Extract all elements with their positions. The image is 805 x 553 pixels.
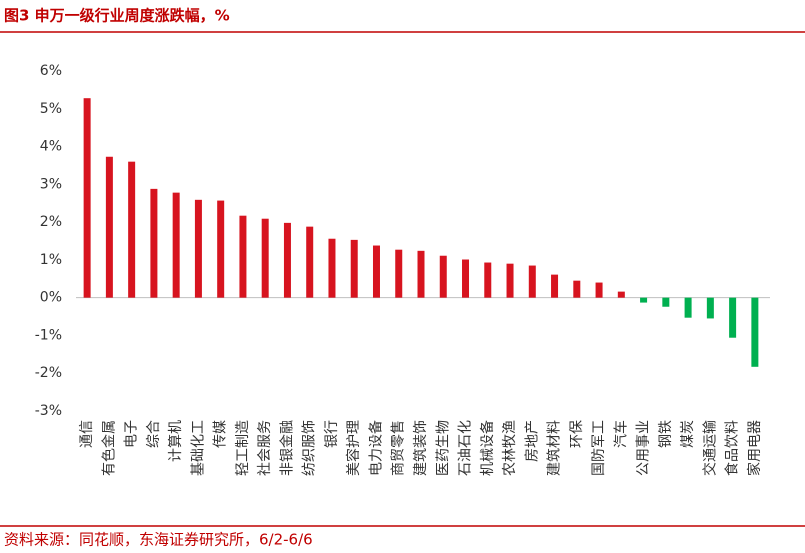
y-tick-label: 2%: [40, 214, 62, 230]
x-tick-label: 电子: [124, 420, 140, 448]
x-tick-label: 纺织服饰: [302, 420, 318, 476]
x-tick-label: 通信: [79, 420, 95, 448]
bar: [506, 263, 514, 298]
x-tick-label: 房地产: [524, 420, 540, 462]
bar: [128, 161, 136, 298]
bar: [306, 226, 314, 298]
bar: [150, 188, 158, 298]
bar: [751, 297, 759, 367]
x-tick-label: 钢铁: [658, 420, 674, 448]
bar: [261, 218, 269, 298]
bar: [573, 280, 581, 298]
bar: [729, 297, 737, 338]
bar: [328, 238, 336, 298]
bar: [528, 265, 536, 298]
x-tick-label: 国防军工: [591, 420, 607, 476]
x-tick-label: 家用电器: [746, 420, 763, 476]
x-tick-label: 商贸零售: [391, 420, 407, 476]
bar: [83, 98, 91, 298]
bar: [217, 200, 225, 298]
bar: [395, 249, 403, 298]
x-tick-label: 煤炭: [680, 420, 696, 448]
x-tick-label: 计算机: [168, 420, 184, 462]
x-tick-label: 环保: [569, 420, 585, 448]
x-tick-label: 美容护理: [345, 420, 362, 476]
bar: [706, 297, 714, 319]
y-tick-label: 1%: [40, 252, 62, 268]
y-tick-label: 0%: [40, 290, 62, 306]
x-tick-label: 公用事业: [636, 420, 652, 476]
bar: [595, 282, 603, 298]
bar: [617, 291, 625, 298]
bar: [662, 297, 670, 307]
bar: [372, 245, 380, 298]
bar: [172, 192, 180, 298]
x-tick-label: 食品饮料: [724, 420, 741, 476]
x-tick-label: 有色金属: [100, 420, 117, 476]
x-tick-label: 电力设备: [367, 420, 384, 476]
bar: [439, 255, 447, 298]
x-tick-label: 传媒: [213, 420, 229, 448]
source: 资料来源：同花顺，东海证券研究所，6/2-6/6: [4, 531, 313, 549]
x-tick-label: 非银金融: [279, 420, 295, 476]
y-tick-label: -2%: [35, 365, 62, 381]
x-tick-label: 建筑装饰: [413, 420, 429, 476]
bar: [484, 262, 492, 298]
x-tick-label: 农林牧渔: [502, 420, 518, 476]
x-tick-label: 机械设备: [479, 420, 496, 476]
x-tick-label: 交通运输: [701, 420, 718, 476]
bar: [462, 259, 470, 298]
y-tick-label: 3%: [40, 176, 62, 192]
bar: [239, 215, 247, 298]
x-tick-label: 轻工制造: [235, 420, 251, 476]
chart-title: 图3 申万一级行业周度涨跌幅，%: [4, 7, 230, 25]
bar: [283, 222, 291, 298]
bar: [684, 297, 692, 318]
bar: [350, 239, 358, 298]
x-tick-label: 汽车: [612, 420, 629, 448]
bar: [640, 297, 648, 303]
bar: [194, 199, 202, 298]
bar: [551, 274, 559, 298]
x-tick-label: 石油石化: [458, 420, 474, 476]
bar: [105, 156, 113, 298]
y-tick-label: 4%: [40, 139, 62, 155]
x-tick-label: 综合: [146, 420, 162, 448]
x-tick-label: 医药生物: [435, 420, 451, 476]
x-tick-label: 社会服务: [257, 420, 273, 476]
x-tick-label: 银行: [324, 420, 340, 448]
y-tick-label: 6%: [40, 63, 62, 79]
x-tick-label: 建筑材料: [547, 420, 563, 476]
y-tick-label: -3%: [35, 403, 62, 419]
y-tick-label: 5%: [40, 101, 62, 117]
y-tick-label: -1%: [35, 327, 62, 343]
x-tick-label: 基础化工: [189, 420, 206, 476]
bar: [417, 250, 425, 298]
